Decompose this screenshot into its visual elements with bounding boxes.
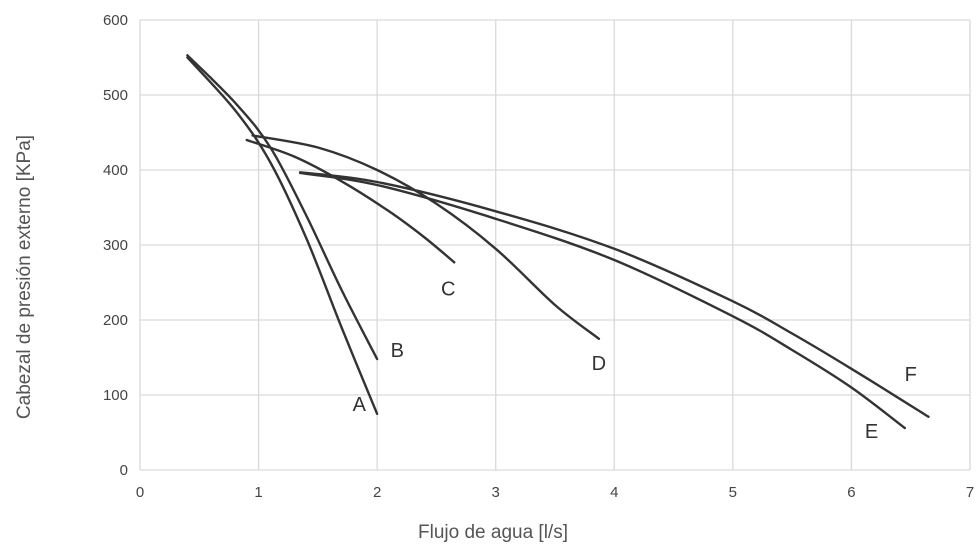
x-tick-label: 5 — [729, 484, 737, 501]
y-axis-label: Cabezal de presión externo [KPa] — [14, 135, 35, 419]
y-tick-label: 500 — [103, 87, 128, 104]
y-tick-label: 600 — [103, 12, 128, 29]
curve-label-c: C — [441, 279, 455, 301]
y-tick-label: 200 — [103, 312, 128, 329]
x-axis-label: Flujo de agua [l/s] — [418, 522, 568, 543]
curve-label-f: F — [905, 364, 917, 386]
curve-label-b: B — [391, 340, 404, 362]
x-tick-label: 2 — [373, 484, 381, 501]
y-tick-label: 400 — [103, 162, 128, 179]
y-tick-label: 100 — [103, 387, 128, 404]
x-tick-label: 7 — [966, 484, 974, 501]
series-curve-a — [186, 56, 379, 415]
grid-lines — [139, 19, 971, 471]
x-tick-label: 0 — [136, 484, 144, 501]
y-tick-labels: 0 100 200 300 400 500 600 — [103, 12, 128, 479]
series-curve-c — [245, 138, 456, 264]
curve-label-e: E — [865, 421, 878, 443]
x-tick-label: 4 — [610, 484, 618, 501]
curve-labels: A B C D E F — [353, 279, 917, 444]
series-curves — [186, 54, 930, 430]
series-curve-d — [251, 134, 601, 340]
curve-label-d: D — [592, 353, 606, 375]
curve-label-a: A — [353, 394, 367, 416]
series-curve-b — [186, 54, 379, 361]
x-tick-labels: 0 1 2 3 4 5 6 7 — [136, 484, 974, 501]
series-curve-f — [298, 171, 930, 418]
y-tick-label: 300 — [103, 237, 128, 254]
x-tick-label: 3 — [492, 484, 500, 501]
series-curve-e — [298, 171, 906, 430]
y-tick-label: 0 — [120, 462, 128, 479]
x-tick-label: 1 — [254, 484, 262, 501]
x-tick-label: 6 — [847, 484, 855, 501]
